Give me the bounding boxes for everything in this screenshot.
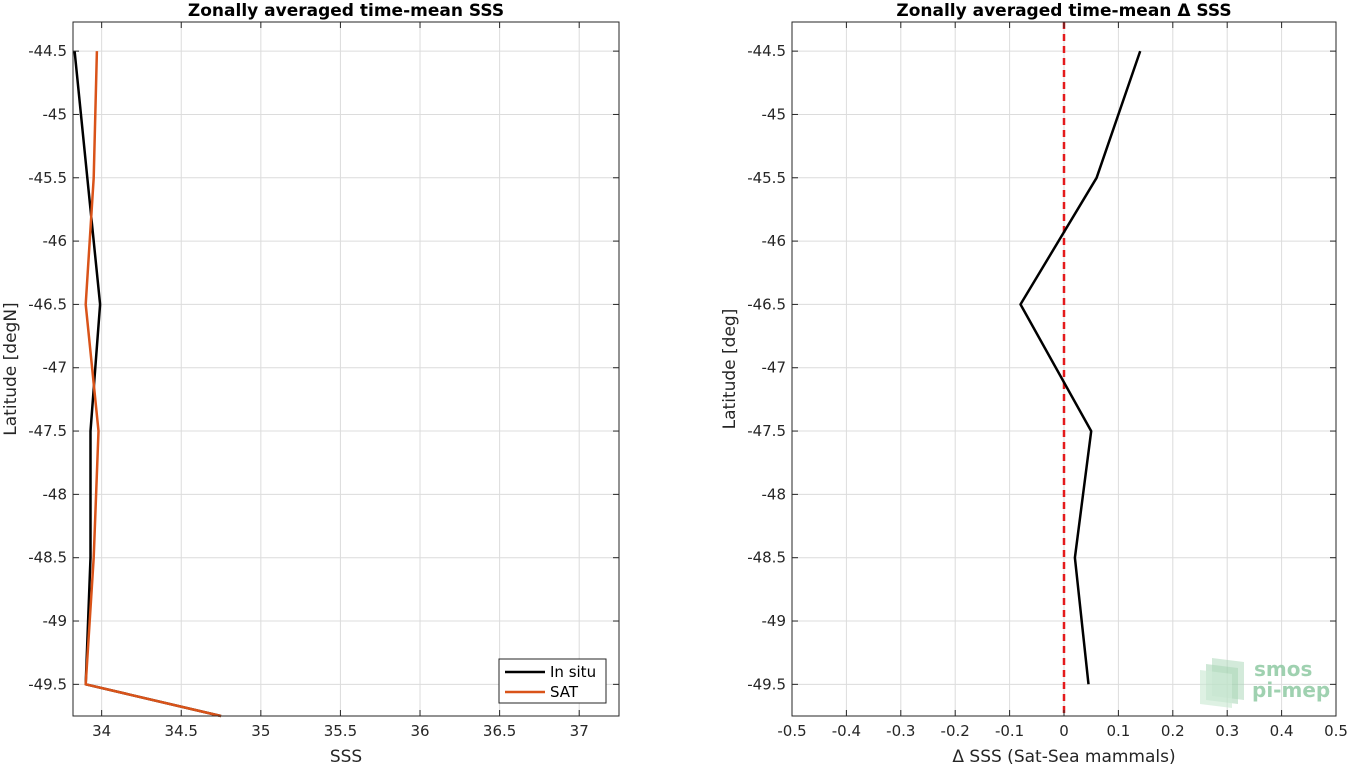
y-tick-label: -49 — [43, 612, 68, 630]
y-tick-label: -44.5 — [28, 42, 67, 60]
sss-grid — [73, 22, 619, 716]
x-tick-label: 0.1 — [1106, 722, 1130, 740]
x-tick-label: 0.5 — [1324, 722, 1348, 740]
x-tick-label: 35.5 — [324, 722, 357, 740]
series-line-0 — [1019, 50, 1142, 685]
sss-ticks: 34 34.5 35 35.5 36 36.5 37 -44.5 -45 -45.5 -46 -46.… — [28, 22, 619, 740]
x-tick-label: -0.2 — [941, 722, 970, 740]
x-tick-label: 0.4 — [1270, 722, 1294, 740]
sss-y-axis-label: Latitude [degN] — [1, 302, 21, 435]
sss-chart-title: Zonally averaged time-mean SSS — [188, 1, 504, 21]
sss-series-group — [73, 50, 222, 718]
y-tick-label: -49.5 — [28, 675, 67, 693]
legend-label-sat: SAT — [550, 683, 579, 701]
x-tick-label: 0.2 — [1161, 722, 1185, 740]
y-tick-label: -47.5 — [747, 422, 786, 440]
y-tick-label: -47 — [762, 359, 787, 377]
delta-sss-chart-title: Zonally averaged time-mean Δ SSS — [896, 1, 1231, 21]
x-tick-label: 37 — [570, 722, 589, 740]
y-tick-label: -49.5 — [747, 675, 786, 693]
sss-panel: 34 34.5 35 35.5 36 36.5 37 -44.5 -45 -45.5 -46 -46.… — [1, 1, 620, 765]
y-tick-label: -47 — [43, 359, 68, 377]
delta-sss-grid — [791, 22, 1337, 716]
y-tick-label: -45 — [43, 105, 68, 123]
delta-sss-y-axis-label: Latitude [deg] — [720, 309, 740, 430]
y-tick-label: -46.5 — [28, 295, 67, 313]
y-tick-label: -45 — [762, 105, 787, 123]
y-tick-label: -46.5 — [747, 295, 786, 313]
x-tick-label: 0.3 — [1215, 722, 1239, 740]
sss-plot-area — [73, 22, 619, 716]
y-tick-label: -48 — [43, 485, 68, 503]
x-tick-label: 36.5 — [483, 722, 516, 740]
x-tick-label: -0.1 — [995, 722, 1024, 740]
sss-legend: In situ SAT — [498, 658, 607, 704]
x-tick-label: 35 — [251, 722, 270, 740]
y-tick-label: -44.5 — [747, 42, 786, 60]
delta-sss-panel: -0.5 -0.4 -0.3 -0.2 -0.1 0 0.1 0.2 0.3 0.4 0.5 -44.… — [720, 1, 1348, 765]
x-tick-label: -0.5 — [777, 722, 806, 740]
logo-mark-icon — [1200, 658, 1244, 708]
delta-sss-series-group — [1019, 22, 1142, 716]
logo-text-smos: smos — [1254, 657, 1312, 681]
y-tick-label: -46 — [43, 232, 68, 250]
y-tick-label: -49 — [762, 612, 787, 630]
legend-box — [498, 658, 607, 704]
sss-plot-frame — [72, 21, 620, 717]
x-tick-label: -0.4 — [832, 722, 861, 740]
x-tick-label: -0.3 — [886, 722, 915, 740]
logo-text-pi-mep: pi-mep — [1252, 678, 1330, 702]
y-tick-label: -47.5 — [28, 422, 67, 440]
x-tick-label: 34.5 — [165, 722, 198, 740]
delta-sss-x-axis-label: Δ SSS (Sat-Sea mammals) — [952, 747, 1175, 765]
y-tick-label: -45.5 — [28, 169, 67, 187]
y-tick-label: -46 — [762, 232, 787, 250]
y-tick-label: -48.5 — [28, 549, 67, 567]
x-tick-label: 0 — [1059, 722, 1069, 740]
series-line-sat — [84, 51, 222, 718]
y-tick-label: -45.5 — [747, 169, 786, 187]
delta-sss-ticks: -0.5 -0.4 -0.3 -0.2 -0.1 0 0.1 0.2 0.3 0.4 0.5 -44.… — [747, 22, 1348, 740]
x-tick-label: 36 — [410, 722, 429, 740]
legend-label-in-situ: In situ — [550, 663, 596, 681]
sss-x-axis-label: SSS — [330, 747, 362, 765]
y-tick-label: -48.5 — [747, 549, 786, 567]
y-tick-label: -48 — [762, 485, 787, 503]
x-tick-label: 34 — [92, 722, 111, 740]
smos-pi-mep-logo: smos pi-mep — [1200, 657, 1330, 708]
